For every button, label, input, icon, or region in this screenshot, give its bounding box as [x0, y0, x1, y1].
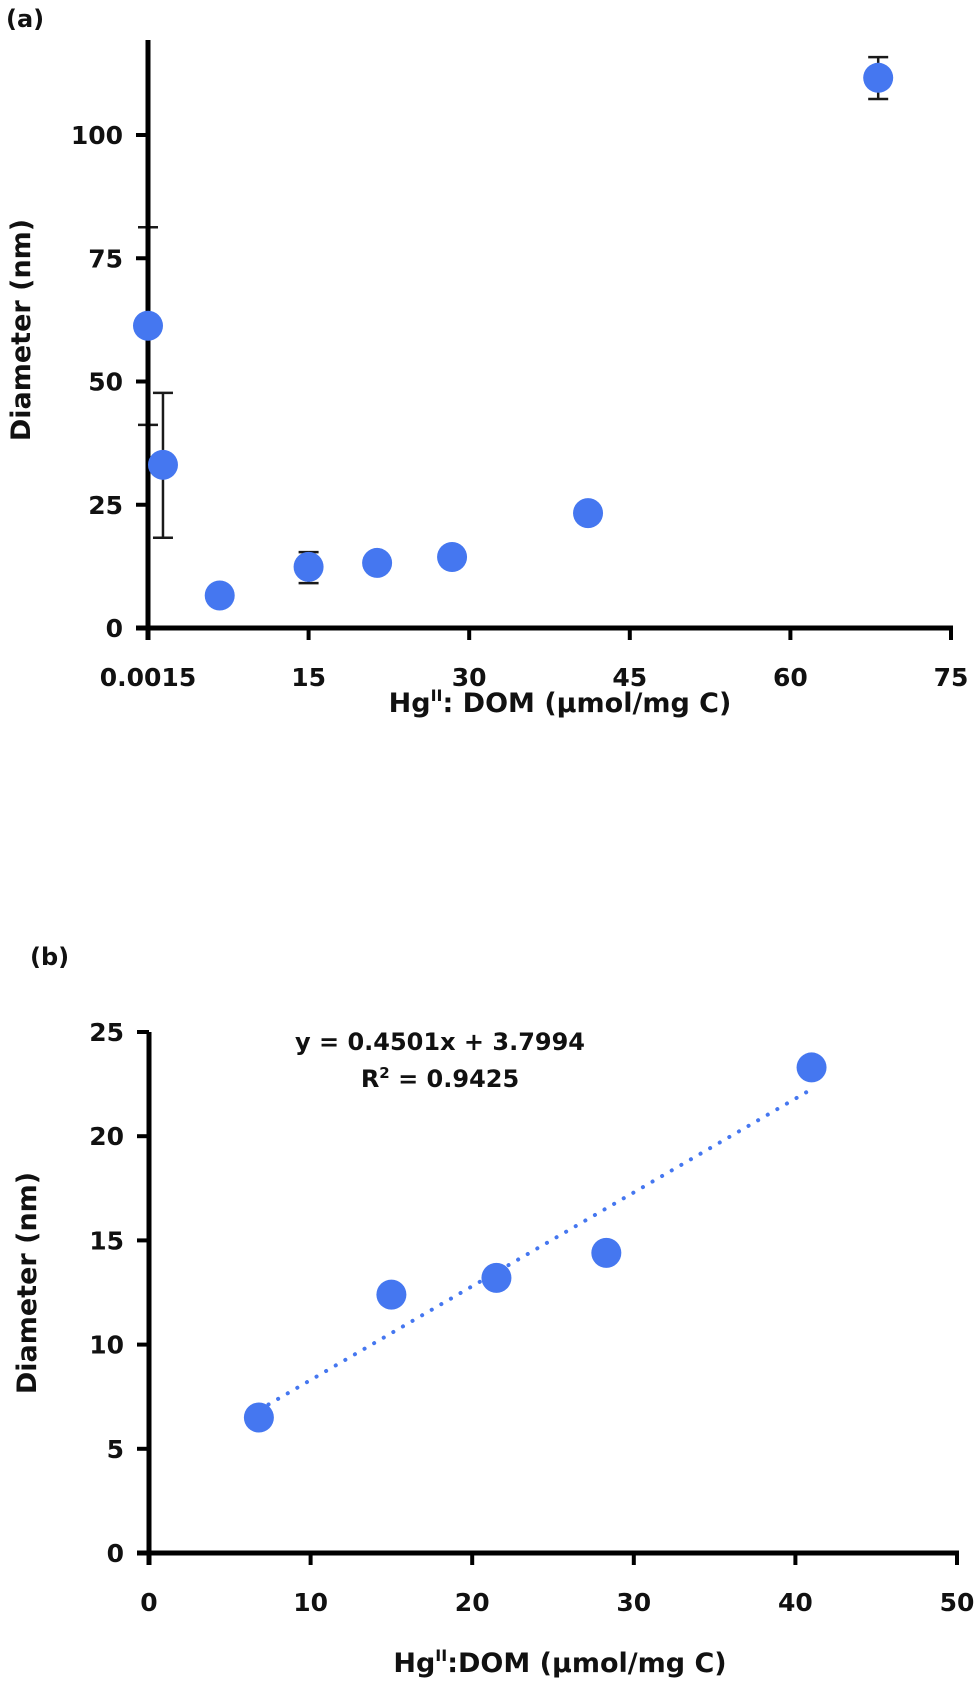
panel-a-x-axis-title: HgII: DOM (µmol/mg C)	[389, 686, 732, 719]
panel-b-x-axis-title: HgII:DOM (µmol/mg C)	[393, 1646, 726, 1679]
panel-a-data-point	[573, 498, 604, 529]
panel-a-x-tick-label: 60	[773, 663, 808, 692]
panel-a-x-ticks: 0.0015 15 30 45 60 75	[100, 628, 969, 692]
panel-b-y-tick-label: 20	[89, 1122, 124, 1151]
panel-b-data-point	[376, 1279, 407, 1310]
panel-b-y-ticks: 0 5 10 15 20 25	[89, 1018, 149, 1568]
panel-b-data-point	[243, 1402, 274, 1433]
panel-b-data-point	[591, 1237, 622, 1268]
panel-b-x-tick-label: 20	[455, 1588, 490, 1617]
panel-b-x-tick-label: 40	[778, 1588, 813, 1617]
panel-a-scatter: (a) 0 25 50 75 100 0.0015 15 30 45 60 75 Diameter…	[6, 5, 968, 719]
panel-b-x-tick-label: 30	[616, 1588, 651, 1617]
panel-b-trendline	[256, 1087, 814, 1413]
panel-a-data-point	[437, 542, 468, 573]
panel-b-x-tick-label: 50	[940, 1588, 975, 1617]
panel-b-label: (b)	[30, 943, 69, 971]
panel-b-trend-equation: y = 0.4501x + 3.7994	[295, 1028, 585, 1056]
panel-b-xlabel-rest: :DOM (µmol/mg C)	[447, 1648, 726, 1679]
panel-a-x-tick-label: 0.0015	[100, 663, 196, 692]
panel-a-label: (a)	[6, 5, 44, 33]
panel-b-data-point	[481, 1262, 512, 1293]
r2-rest: = 0.9425	[390, 1065, 519, 1093]
panel-b-xlabel-sup: II	[435, 1646, 447, 1665]
panel-a-xlabel-main: Hg	[389, 688, 431, 719]
panel-a-y-tick-label: 100	[71, 121, 123, 150]
panel-a-x-tick-label: 45	[612, 663, 647, 692]
panel-a-x-tick-label: 30	[452, 663, 487, 692]
panel-b-points	[243, 1052, 827, 1433]
panel-a-xlabel-sup: II	[431, 686, 443, 705]
panel-a-data-point	[863, 62, 894, 93]
panel-b-y-tick-label: 5	[107, 1435, 124, 1464]
panel-a-y-axis-title: Diameter (nm)	[6, 219, 37, 441]
panel-a-data-point	[147, 449, 178, 480]
panel-a-y-tick-label: 25	[88, 491, 123, 520]
panel-a-data-point	[293, 551, 324, 582]
panel-a-xlabel-rest: : DOM (µmol/mg C)	[442, 688, 731, 719]
panel-a-x-tick-label: 15	[291, 663, 326, 692]
panel-b-r-squared: R2 = 0.9425	[361, 1064, 519, 1093]
panel-b-y-tick-label: 15	[89, 1226, 124, 1255]
panel-a-error-bars	[138, 55, 889, 585]
panel-a-x-tick-label: 75	[934, 663, 969, 692]
panel-a-y-tick-label: 75	[88, 244, 123, 273]
panel-b-scatter: (b) 0 5 10 15 20 25 0 10 20 30 40 50 y = 0.4501x +…	[12, 943, 974, 1679]
r2-prefix: R	[361, 1065, 379, 1093]
panel-a-y-tick-label: 50	[88, 368, 123, 397]
panel-b-xlabel-main: Hg	[393, 1648, 435, 1679]
panel-a-data-point	[133, 310, 163, 341]
r2-sup: 2	[379, 1064, 389, 1082]
panel-b-y-tick-label: 25	[89, 1018, 124, 1047]
panel-a-data-point	[204, 580, 235, 611]
panel-b-data-point	[796, 1052, 827, 1083]
panel-a-y-tick-label: 0	[106, 614, 123, 643]
panel-b-y-tick-label: 10	[89, 1331, 124, 1360]
panel-b-x-ticks: 0 10 20 30 40 50	[140, 1553, 974, 1617]
panel-b-x-tick-label: 10	[293, 1588, 328, 1617]
panel-b-x-tick-label: 0	[140, 1588, 157, 1617]
panel-a-data-point	[362, 547, 393, 578]
panel-b-y-axis-title: Diameter (nm)	[12, 1172, 43, 1394]
panel-b-y-tick-label: 0	[107, 1539, 124, 1568]
panel-a-y-ticks: 0 25 50 75 100	[71, 121, 148, 643]
panel-a-points	[133, 62, 894, 611]
